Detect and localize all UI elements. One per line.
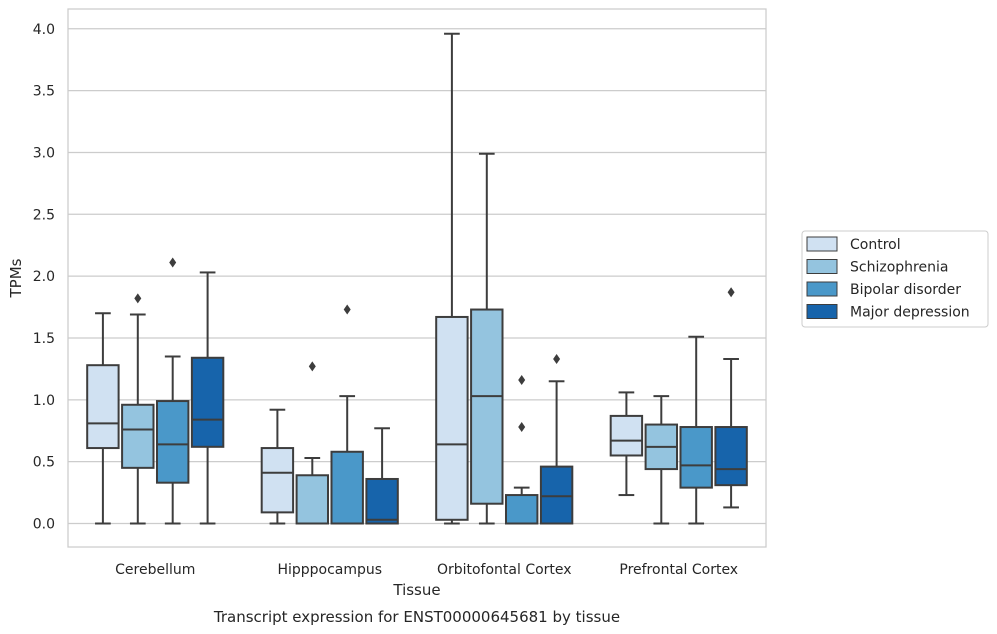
box-1-3: [644, 395, 679, 525]
y-tick-label: 0.5: [33, 455, 55, 471]
box-iqr: [330, 450, 364, 525]
box-2-2: [504, 375, 539, 525]
legend-swatch: [806, 236, 838, 252]
outlier-point: [134, 293, 142, 304]
outlier-point: [553, 354, 561, 365]
x-tick-label: Hipppocampus: [277, 562, 382, 578]
y-tick-label: 4.0: [33, 22, 55, 38]
box-groups: [86, 32, 748, 525]
y-tick-label: 3.5: [33, 84, 55, 100]
x-axis-title: Tissue: [392, 581, 440, 599]
x-tick-label: Orbitofontal Cortex: [437, 562, 572, 578]
legend: Control Schizophrenia Bipolar disorder Majo…: [801, 230, 989, 328]
outlier-point: [169, 257, 177, 268]
outlier-point: [343, 304, 351, 315]
y-tick-label: 0.0: [33, 517, 55, 533]
box-iqr: [295, 474, 330, 525]
box-0-1: [260, 408, 295, 525]
outlier-point: [308, 361, 316, 372]
box-1-1: [295, 361, 330, 525]
legend-swatch: [806, 281, 838, 297]
plot-area: [67, 8, 767, 548]
box-iqr: [714, 426, 748, 487]
box-3-0: [190, 271, 225, 525]
legend-label: Major depression: [850, 305, 970, 321]
box-iqr: [539, 465, 574, 525]
box-2-3: [679, 335, 713, 525]
outlier-point: [518, 422, 526, 433]
box-iqr: [121, 403, 155, 469]
y-tick-label: 3.0: [33, 145, 55, 161]
y-tick-label: 2.0: [33, 269, 55, 285]
box-1-2: [470, 152, 504, 525]
legend-frame: [801, 230, 989, 328]
y-tick-label: 2.5: [33, 207, 55, 223]
box-3-1: [365, 427, 399, 525]
legend-swatch: [806, 259, 838, 274]
box-iqr: [260, 447, 295, 514]
box-0-3: [609, 391, 644, 497]
box-iqr: [470, 308, 504, 505]
box-0-0: [86, 312, 120, 525]
y-tick-label: 1.5: [33, 331, 55, 347]
box-iqr: [190, 356, 225, 448]
outlier-point: [518, 375, 526, 386]
x-tick-label: Cerebellum: [115, 562, 195, 578]
box-1-0: [121, 293, 155, 525]
legend-swatch: [806, 304, 838, 319]
y-axis: 0.0 0.5 1.0 1.5 2.0 2.5 3.0 3.5 4.0: [33, 22, 55, 533]
legend-label: Schizophrenia: [850, 260, 948, 276]
chart-caption: Transcript expression for ENST0000064568…: [213, 608, 620, 626]
legend-label: Bipolar disorder: [850, 282, 961, 298]
box-iqr: [679, 426, 713, 489]
box-iqr: [155, 400, 190, 484]
box-iqr: [609, 414, 644, 457]
box-3-2: [539, 354, 574, 525]
box-iqr: [435, 315, 469, 521]
y-tick-label: 1.0: [33, 393, 55, 409]
box-iqr: [86, 364, 120, 450]
x-tick-label: Prefrontal Cortex: [619, 562, 738, 578]
box-2-0: [155, 257, 190, 525]
box-0-2: [435, 32, 469, 525]
y-axis-title: TPMs: [7, 258, 25, 298]
box-3-3: [714, 287, 748, 509]
x-axis: Cerebellum Hipppocampus Orbitofontal Corte…: [115, 562, 738, 578]
box-2-1: [330, 304, 364, 525]
box-iqr: [504, 494, 539, 525]
outlier-point: [727, 287, 735, 298]
box-iqr: [365, 477, 399, 525]
legend-label: Control: [850, 237, 901, 253]
